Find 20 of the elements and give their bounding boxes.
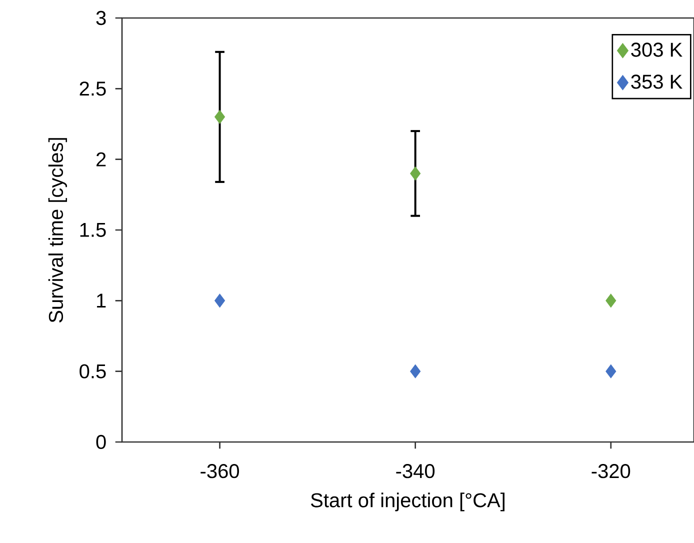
y-tick-label: 1.5 [80,223,106,237]
y-tick-label: 0 [96,434,106,450]
point [606,294,616,308]
y-axis-title: Survival time [cycles] [48,138,67,322]
x-tick-label: -320 [592,464,630,478]
point [214,294,226,308]
point [606,364,616,378]
x-tick-label: -360 [200,464,239,478]
y-tick-label: 3 [96,10,106,26]
legend-label: 353 K [631,74,682,89]
x-tick-label: -340 [396,464,435,478]
y-tick-label: 2 [96,152,106,166]
point [410,364,421,378]
y-tick-label: 0.5 [80,364,106,378]
x-axis-title: Start of injection [°CA] [310,492,504,512]
y-tick-label: 2.5 [80,82,106,96]
point [410,166,421,180]
y-tick-label: 1 [97,294,106,308]
point [214,110,226,124]
legend-label: 303 K [631,42,682,57]
